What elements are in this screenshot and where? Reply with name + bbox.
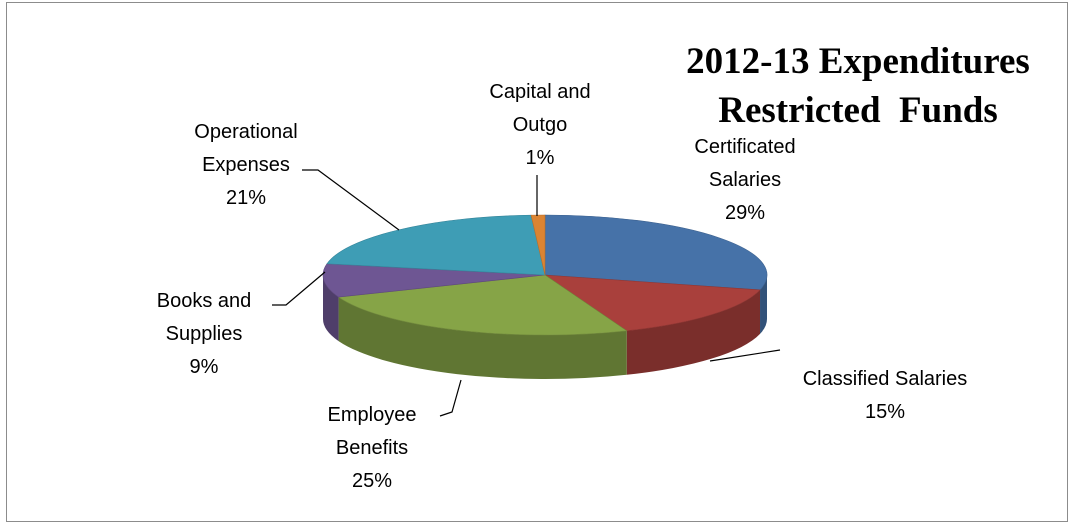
slice-certificated-salaries [544,214,768,291]
chart-title-line-1: 2012-13 Expenditures [686,41,1030,82]
slice-percent-label: 9% [190,356,219,378]
label-capital-and-outgo: Capital and Outgo 1% [489,81,590,169]
label-certificated-salaries: Certificated Salaries 29% [694,136,795,224]
slice-classified-salaries [543,274,761,332]
pie-top-layer [322,214,768,336]
slice-percent-label: 21% [226,187,266,209]
slice-capital-and-outgo [530,214,546,276]
slice-name-label: Benefits [336,437,408,459]
label-employee-benefits: Employee Benefits 25% [328,404,417,492]
slice-percent-label: 1% [526,147,555,169]
pie-depth-layer [323,275,767,379]
slice-name-label: Books and [157,290,252,312]
slice-name-label: Salaries [709,169,781,191]
slice-side-books-and-supplies [323,275,339,342]
slice-name-label: Operational [194,121,297,143]
leader-books-and-supplies [272,271,326,306]
slice-employee-benefits [337,274,628,336]
pie-chart: Certificated Salaries 29% Classified Salari… [157,41,1030,492]
slice-side-certificated-salaries [760,275,767,334]
slice-side-classified-salaries [626,289,761,375]
slice-name-label: Classified Salaries [803,368,968,390]
label-books-and-supplies: Books and Supplies 9% [157,290,252,378]
slice-name-label: Outgo [513,114,567,136]
label-classified-salaries: Classified Salaries 15% [803,368,968,423]
slice-name-label: Employee [328,404,417,426]
slice-percent-label: 15% [865,401,905,423]
slice-side-employee-benefits [338,297,627,379]
slice-name-label: Expenses [202,154,290,176]
slice-name-label: Supplies [166,323,243,345]
slice-labels: Certificated Salaries 29% Classified Salari… [157,81,968,492]
chart-title-line-2: Restricted Funds [718,90,998,131]
leader-employee-benefits [439,379,462,417]
slice-name-label: Capital and [489,81,590,103]
label-operational-expenses: Operational Expenses 21% [194,121,297,209]
slice-name-label: Certificated [694,136,795,158]
leader-operational-expenses [302,169,400,231]
leader-classified-salaries [709,349,781,362]
leader-lines [272,169,781,417]
slice-percent-label: 29% [725,202,765,224]
slice-percent-label: 25% [352,470,392,492]
slice-books-and-supplies [322,263,546,298]
